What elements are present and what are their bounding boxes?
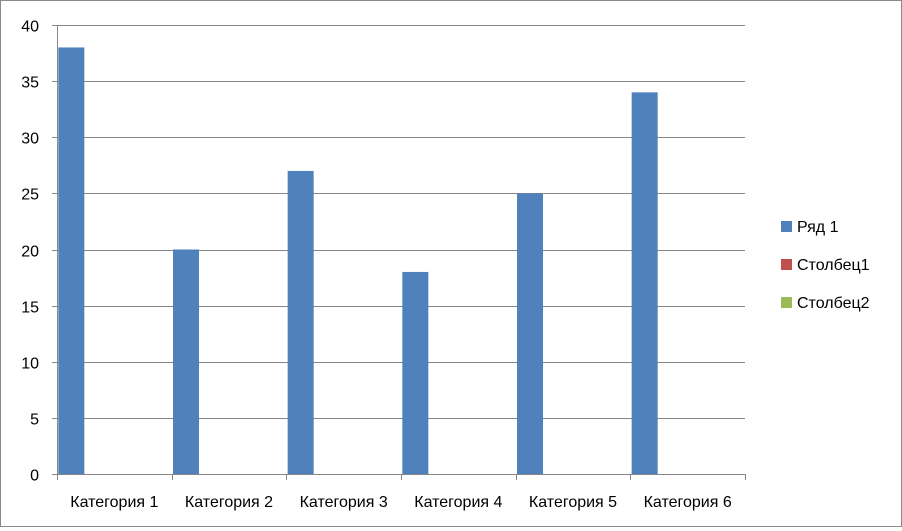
bar-4 <box>402 271 429 474</box>
y-tick-label: 15 <box>21 300 39 317</box>
bar-6 <box>631 92 658 474</box>
y-tick-label: 30 <box>21 131 39 148</box>
y-tick-label: 25 <box>21 187 39 204</box>
y-tick-label: 0 <box>30 468 39 485</box>
y-tick-label: 35 <box>21 75 39 92</box>
axes <box>52 25 746 480</box>
y-tick-label: 40 <box>21 19 39 36</box>
bar-3 <box>287 170 314 475</box>
y-tick-label: 10 <box>21 356 39 373</box>
y-axis-tick-labels: 0 5 10 15 20 25 30 35 40 <box>21 19 39 485</box>
bar-2 <box>173 249 199 474</box>
bar-1 <box>58 47 85 474</box>
x-tick-label: Категория 6 <box>644 494 732 511</box>
legend-label: Столбец2 <box>797 295 870 312</box>
legend: Ряд 1 Столбец1 Столбец2 <box>781 219 870 312</box>
y-tick-label: 5 <box>30 412 39 429</box>
legend-label: Ряд 1 <box>797 219 839 236</box>
bars <box>58 47 658 475</box>
x-tick-label: Категория 5 <box>529 494 617 511</box>
gridlines <box>57 25 745 419</box>
bar-5 <box>517 193 543 474</box>
legend-swatch <box>781 297 792 308</box>
x-tick-label: Категория 2 <box>185 494 273 511</box>
y-tick-label: 20 <box>21 244 39 261</box>
legend-swatch <box>781 259 792 270</box>
x-tick-label: Категория 1 <box>70 494 158 511</box>
legend-label: Столбец1 <box>797 257 870 274</box>
x-tick-label: Категория 4 <box>414 494 502 511</box>
x-axis-tick-labels: Категория 1 Категория 2 Категория 3 Категор… <box>70 494 732 511</box>
legend-swatch <box>781 221 792 232</box>
x-tick-label: Категория 3 <box>300 494 388 511</box>
